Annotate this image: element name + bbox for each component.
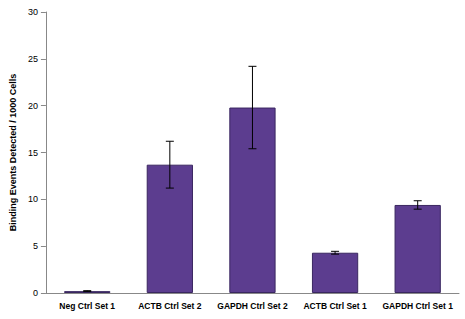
- svg-text:25: 25: [28, 54, 38, 64]
- svg-text:0: 0: [33, 288, 38, 298]
- svg-text:20: 20: [28, 101, 38, 111]
- svg-text:15: 15: [28, 148, 38, 158]
- svg-text:Neg Ctrl Set 1: Neg Ctrl Set 1: [59, 301, 115, 311]
- svg-text:ACTB Ctrl Set 2: ACTB Ctrl Set 2: [138, 301, 202, 311]
- svg-text:5: 5: [33, 241, 38, 251]
- svg-text:GAPDH Ctrl Set 1: GAPDH Ctrl Set 1: [383, 301, 454, 311]
- svg-text:10: 10: [28, 194, 38, 204]
- svg-text:ACTB Ctrl Set 1: ACTB Ctrl Set 1: [303, 301, 367, 311]
- svg-text:GAPDH Ctrl Set 2: GAPDH Ctrl Set 2: [217, 301, 288, 311]
- svg-text:Binding Events Detected / 1000: Binding Events Detected / 1000 Cells: [8, 74, 18, 232]
- svg-text:30: 30: [28, 7, 38, 17]
